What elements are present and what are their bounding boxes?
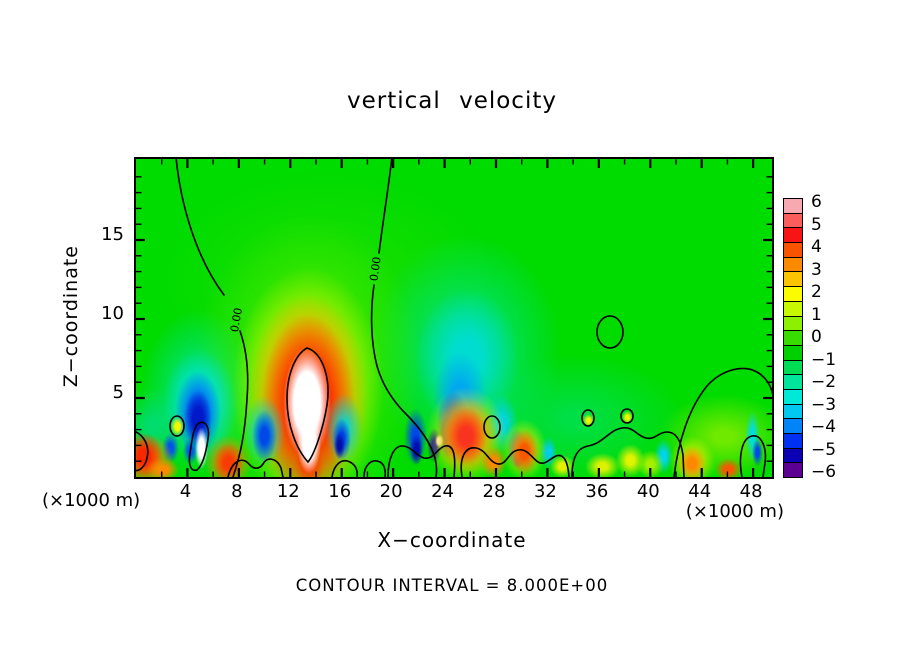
contour-overlay: 0.00 0.00 [136,159,772,477]
x-tick-label: 28 [482,481,506,502]
zero-contour-left-upper [175,159,225,296]
colorbar-box [784,257,802,273]
colorbar-box [784,243,802,258]
colorbar-box [784,345,802,361]
colorbar-box [784,213,802,229]
zero-contour-hill-inner [739,435,767,477]
colorbar-label: 6 [811,192,822,212]
colorbar-label: 0 [811,327,822,347]
x-tick-label: 40 [636,481,660,502]
y-tick-label: 10 [101,303,124,324]
x-tick-label: 16 [328,481,352,502]
colorbar-label: 4 [811,237,822,257]
colorbar-box [784,331,802,346]
colorbar-box [784,199,802,214]
colorbar-label: −5 [811,439,837,460]
colorbar-label: −4 [811,417,837,437]
zero-contour-left-lower [232,330,249,477]
zero-contour-plateau [571,426,685,477]
colorbar-box [784,448,802,464]
colorbar-box [784,301,802,317]
colorbar-box [784,434,802,449]
chart-title: vertical velocity [347,88,557,114]
colorbar-label: −1 [811,349,837,370]
x-tick-label: 4 [179,481,192,502]
zero-contour-label-left: 0.00 [228,307,245,333]
zero-contour-squiggle-3 [387,445,456,477]
zero-contour-squiggle-1 [227,458,284,477]
colorbar-box [784,360,802,376]
zero-contour-right-upper [378,159,393,254]
x-axis-label: X−coordinate [377,528,527,552]
x-tick-label: 44 [688,481,712,502]
offscale-sliver-outline [188,421,210,472]
zero-contour-yellow-spot [169,415,185,437]
colorbar-box [784,272,802,288]
x-tick-label: 20 [379,481,403,502]
colorbar-box [784,375,802,390]
zero-contour-right-hill [673,367,772,477]
x-tick-label: 8 [231,481,243,502]
zero-contour-bl-corner [136,431,149,472]
plot-area: 0.00 0.00 [134,157,774,479]
plume-core-outline [286,347,329,464]
zero-contour-small-oval-1 [483,415,501,439]
x-tick-label: 36 [585,481,609,502]
x-axis-unit-note: (×1000 m) [685,501,784,522]
colorbar-label: 1 [811,304,822,325]
colorbar-label: 2 [811,282,822,302]
x-tick-label: 12 [276,481,300,502]
colorbar [783,198,803,478]
x-tick-label: 24 [431,481,455,502]
colorbar-box [784,287,802,302]
x-tick-label: 32 [533,481,557,502]
colorbar-box [784,316,802,332]
zero-contour-right-lower [370,284,438,477]
zero-contour-label-right: 0.00 [367,256,383,282]
colorbar-label: 3 [811,259,822,280]
colorbar-label: −3 [811,394,837,415]
colorbar-label: −6 [811,462,837,482]
colorbar-box [784,228,802,244]
colorbar-box [784,389,802,405]
contour-interval-note: CONTOUR INTERVAL = 8.000E+00 [295,576,609,595]
zero-contour-small-oval-2 [581,409,595,427]
colorbar-box [784,404,802,420]
colorbar-box [784,463,802,478]
axis-ticks [136,159,772,477]
colorbar-box [784,419,802,434]
colorbar-label: 5 [811,214,822,235]
zero-contour-small-oval-3 [620,408,634,424]
y-tick-label: 5 [112,382,124,403]
y-axis-unit-note: (×1000 m) [42,490,141,511]
zero-contour-squiggle-2 [331,460,387,477]
colorbar-label: −2 [811,372,837,392]
x-tick-label: 48 [739,481,763,502]
zero-contour-squiggle-4 [460,447,570,477]
y-tick-label: 15 [101,224,124,245]
zero-contour-closed-oval [596,315,624,349]
